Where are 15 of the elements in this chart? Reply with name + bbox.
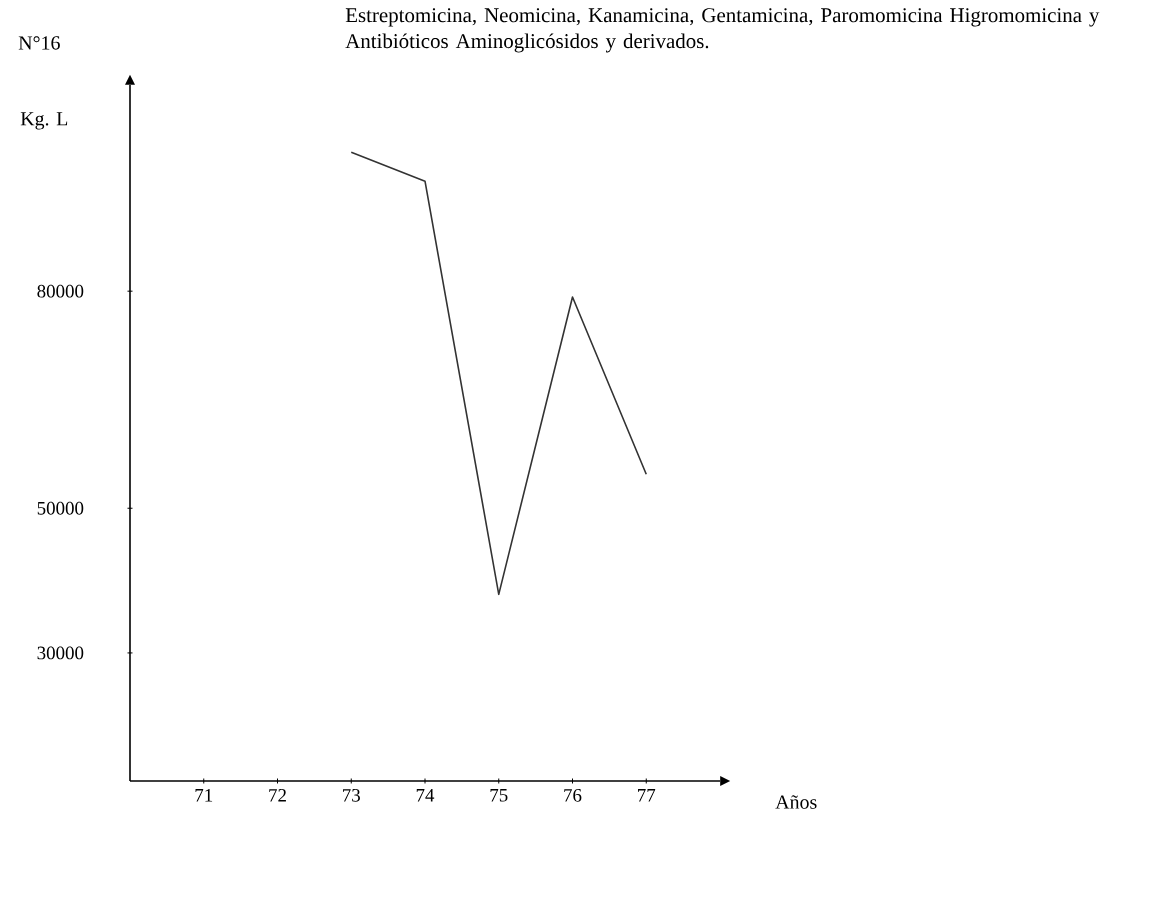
- y-axis-title: Kg. L: [20, 112, 68, 130]
- x-tick-label: 71: [195, 789, 213, 802]
- y-tick-label: 80000: [37, 284, 84, 298]
- x-tick-label: 73: [343, 789, 360, 802]
- x-tick-label: 74: [416, 789, 435, 802]
- chart-title: Estreptomicina, Neomicina, Kanamicina, Gentamicina, Paromomicina Higromomicina y Antibióticos Aminoglicósidos y derivados.: [345, 8, 1100, 53]
- x-tick-label: 75: [490, 789, 508, 802]
- x-axis-title: Años: [775, 795, 817, 809]
- y-tick-label: 30000: [37, 646, 84, 660]
- y-tick-label: 50000: [37, 501, 84, 515]
- x-tick-label: 77: [638, 789, 656, 802]
- x-tick-label: 72: [269, 789, 286, 802]
- x-tick-label: 76: [564, 789, 582, 802]
- line-series: [350, 151, 648, 596]
- text: N°16: [18, 36, 60, 50]
